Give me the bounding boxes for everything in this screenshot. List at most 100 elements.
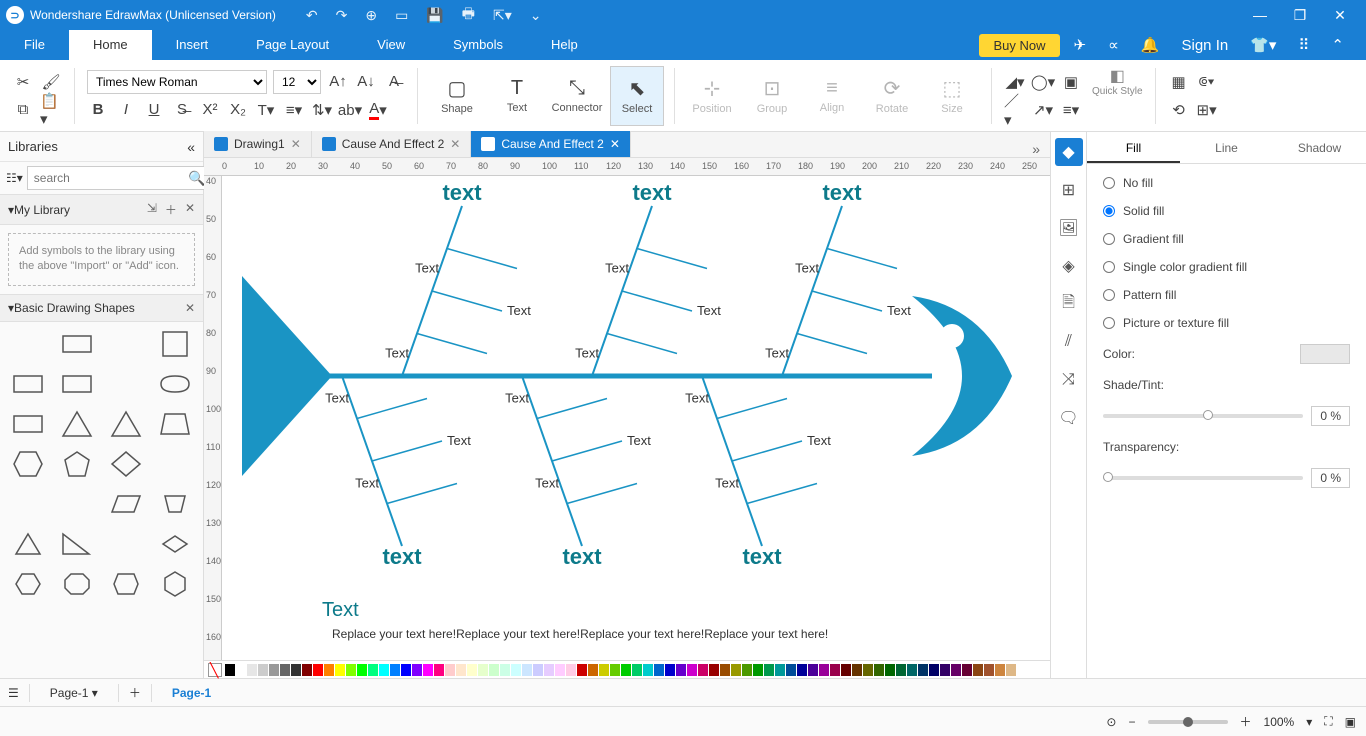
fill-rail-icon[interactable]: ◆	[1055, 138, 1083, 166]
swatch[interactable]	[379, 664, 389, 676]
image-rail-icon[interactable]: 🖼	[1055, 214, 1083, 242]
play-icon[interactable]: ⊙	[1106, 715, 1116, 729]
fontsize-select[interactable]: 12	[273, 70, 321, 94]
menu-symbols[interactable]: Symbols	[429, 30, 527, 60]
swatch[interactable]	[929, 664, 939, 676]
swatch[interactable]	[665, 664, 675, 676]
bullets-icon[interactable]: ≡▾	[283, 99, 305, 121]
shape-21[interactable]	[55, 528, 98, 560]
swatch[interactable]	[808, 664, 818, 676]
shadow-icon[interactable]: ◯▾	[1032, 71, 1054, 93]
fill-opt-5[interactable]: Picture or texture fill	[1103, 316, 1350, 330]
bell-icon[interactable]: 🔔	[1141, 36, 1160, 54]
swatch[interactable]	[852, 664, 862, 676]
swatch[interactable]	[742, 664, 752, 676]
collapse-ribbon-icon[interactable]: ⌃	[1331, 36, 1344, 54]
swatch[interactable]	[555, 664, 565, 676]
pagelist-icon[interactable]: ☰	[8, 686, 19, 700]
sameformat-icon[interactable]: ▦	[1168, 71, 1190, 93]
color-swatch[interactable]	[1300, 344, 1350, 364]
quickstyle-button[interactable]: ◧Quick Style	[1092, 66, 1143, 97]
shuffle-rail-icon[interactable]: ⤨	[1055, 366, 1083, 394]
swatch[interactable]	[918, 664, 928, 676]
swatch[interactable]	[962, 664, 972, 676]
redo-icon[interactable]: ↷	[336, 7, 348, 24]
rtab-line[interactable]: Line	[1180, 132, 1273, 163]
shape-20[interactable]	[6, 528, 49, 560]
chart-rail-icon[interactable]: ⫽	[1055, 328, 1083, 356]
swatch[interactable]	[335, 664, 345, 676]
swatch[interactable]	[973, 664, 983, 676]
replace-icon[interactable]: ⟲	[1168, 99, 1190, 121]
shrink-font-icon[interactable]: A↓	[355, 71, 377, 93]
shape-10[interactable]	[105, 408, 148, 440]
swatch[interactable]	[940, 664, 950, 676]
strike-icon[interactable]: S̶	[171, 99, 193, 121]
highlight-icon[interactable]: ab▾	[339, 99, 361, 121]
shape-19[interactable]	[154, 488, 197, 520]
shape-3[interactable]	[154, 328, 197, 360]
swatch[interactable]	[225, 664, 235, 676]
swatch[interactable]	[269, 664, 279, 676]
shape-22[interactable]	[105, 528, 148, 560]
apps-icon[interactable]: ⠿	[1298, 36, 1309, 54]
close-tab-icon[interactable]: ✕	[291, 137, 301, 151]
swatch[interactable]	[797, 664, 807, 676]
zoom-level[interactable]: 100%	[1264, 715, 1295, 729]
maximize-button[interactable]: ❐	[1280, 7, 1320, 24]
swatch[interactable]	[830, 664, 840, 676]
swatch[interactable]	[874, 664, 884, 676]
swatch[interactable]	[907, 664, 917, 676]
shape-16[interactable]	[6, 488, 49, 520]
swatch[interactable]	[566, 664, 576, 676]
shade-slider[interactable]	[1103, 414, 1303, 418]
signin-link[interactable]: Sign In	[1182, 37, 1229, 54]
export-icon[interactable]: ⇱▾	[493, 7, 512, 24]
rtab-shadow[interactable]: Shadow	[1273, 132, 1366, 163]
swatch[interactable]	[775, 664, 785, 676]
linestyle-icon[interactable]: ≡▾	[1060, 99, 1082, 121]
shape-2[interactable]	[105, 328, 148, 360]
textcase-icon[interactable]: T▾	[255, 99, 277, 121]
shape-1[interactable]	[55, 328, 98, 360]
swatch[interactable]	[291, 664, 301, 676]
font-select[interactable]: Times New Roman	[87, 70, 267, 94]
swatch[interactable]	[313, 664, 323, 676]
swatch[interactable]	[522, 664, 532, 676]
mylib-section[interactable]: My Library	[14, 203, 70, 217]
swatch[interactable]	[588, 664, 598, 676]
swatch[interactable]	[819, 664, 829, 676]
doc-tab-0[interactable]: Drawing1✕	[204, 131, 312, 157]
cut-icon[interactable]: ✂	[12, 71, 34, 93]
menu-page-layout[interactable]: Page Layout	[232, 30, 353, 60]
layers-rail-icon[interactable]: ◈	[1055, 252, 1083, 280]
close-tab-icon[interactable]: ✕	[610, 137, 620, 151]
swatch[interactable]	[610, 664, 620, 676]
shape-13[interactable]	[55, 448, 98, 480]
swatch[interactable]	[544, 664, 554, 676]
swatch[interactable]	[423, 664, 433, 676]
page-dropdown[interactable]: Page-1 ▾	[40, 686, 108, 700]
fitpage-icon[interactable]: ⛶	[1324, 714, 1332, 729]
shape-9[interactable]	[55, 408, 98, 440]
shape-6[interactable]	[105, 368, 148, 400]
shape-0[interactable]	[6, 328, 49, 360]
swatch[interactable]	[676, 664, 686, 676]
superscript-icon[interactable]: X²	[199, 99, 221, 121]
swatch[interactable]	[467, 664, 477, 676]
select-icon[interactable]: ⊞▾	[1196, 99, 1218, 121]
swatch[interactable]	[885, 664, 895, 676]
shape-8[interactable]	[6, 408, 49, 440]
new-icon[interactable]: ⊕	[365, 7, 377, 24]
format-painter-icon[interactable]: 🖌	[40, 71, 62, 93]
swatch[interactable]	[786, 664, 796, 676]
shape-26[interactable]	[105, 568, 148, 600]
swatch[interactable]	[621, 664, 631, 676]
text-tool[interactable]: TText	[490, 66, 544, 126]
add-page-icon[interactable]: ＋	[129, 684, 141, 701]
swatch[interactable]	[247, 664, 257, 676]
zoom-in-icon[interactable]: ＋	[1240, 713, 1252, 730]
comment-rail-icon[interactable]: 🗨	[1055, 404, 1083, 432]
swatch[interactable]	[577, 664, 587, 676]
italic-icon[interactable]: I	[115, 99, 137, 121]
